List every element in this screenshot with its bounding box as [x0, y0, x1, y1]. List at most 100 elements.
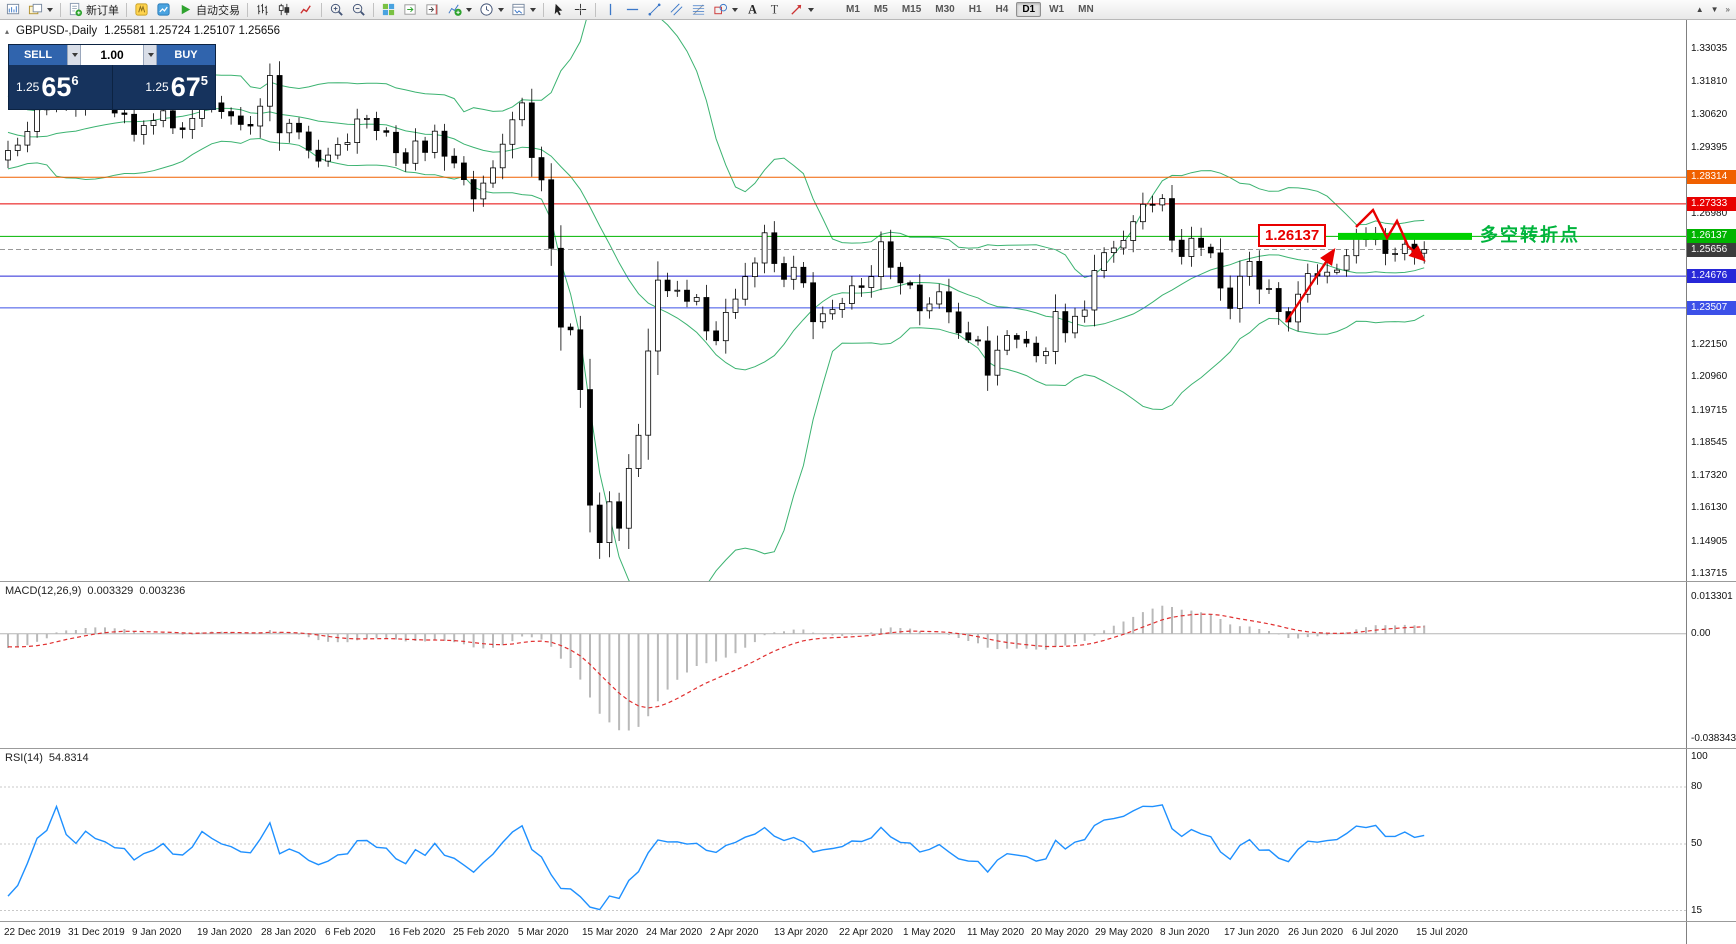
price-scale-label: 1.13715 — [1691, 568, 1728, 579]
rsi-value: 54.8314 — [48, 752, 89, 764]
sell-header[interactable]: SELL — [9, 45, 67, 65]
channel-button[interactable] — [666, 1, 687, 19]
svg-text:T: T — [771, 3, 779, 17]
profiles-button[interactable] — [25, 1, 56, 19]
macd-header: MACD(12,26,9) 0.003329 0.003236 — [5, 585, 185, 597]
cursor-button[interactable] — [548, 1, 569, 19]
chart-shift-button[interactable] — [422, 1, 443, 19]
time-scale-label: 26 Jun 2020 — [1288, 927, 1344, 938]
time-scale-label: 1 May 2020 — [903, 927, 956, 938]
bar-chart-button[interactable] — [252, 1, 273, 19]
auto-scroll-button[interactable] — [400, 1, 421, 19]
tile-windows-icon — [381, 2, 396, 17]
periods-button[interactable] — [476, 1, 507, 19]
toolbar-separator — [247, 2, 248, 17]
sell-button[interactable]: 1.25 65 6 — [9, 65, 112, 109]
line-chart-icon — [299, 2, 314, 17]
buy-button[interactable]: 1.25 67 5 — [111, 65, 216, 109]
market-watch-button[interactable] — [153, 1, 174, 19]
macd-scale-label: 0.013301 — [1691, 591, 1733, 602]
timeframe-m1[interactable]: M1 — [846, 4, 860, 15]
pivot-note-text[interactable]: 多空转折点 — [1480, 225, 1580, 245]
time-scale-label: 16 Feb 2020 — [389, 927, 446, 938]
toolbar-overflow-button[interactable]: » — [1723, 1, 1733, 19]
line-chart-button[interactable] — [296, 1, 317, 19]
rsi-scale-label: 80 — [1691, 781, 1703, 792]
price-scale-label: 1.16130 — [1691, 502, 1728, 513]
price-scale-label: 1.31810 — [1691, 76, 1728, 87]
main-chart[interactable] — [0, 20, 1686, 581]
text-button[interactable]: A — [742, 1, 763, 19]
timeframe-w1[interactable]: W1 — [1049, 4, 1065, 15]
autotrading-label: 自动交易 — [196, 4, 240, 17]
chart-symbol-header: ▴ GBPUSD-,Daily 1.25581 1.25724 1.25107 … — [5, 25, 280, 37]
horizontal-line-button[interactable] — [622, 1, 643, 19]
timeframe-mn[interactable]: MN — [1078, 4, 1094, 15]
tile-windows-button[interactable] — [378, 1, 399, 19]
time-scale-label: 28 Jan 2020 — [261, 927, 317, 938]
new-chart-icon — [6, 2, 21, 17]
time-scale[interactable]: 22 Dec 2019 31 Dec 2019 9 Jan 2020 19 Jan 2… — [0, 922, 1686, 944]
buy-header[interactable]: BUY — [157, 45, 215, 65]
dropdown-caret-icon — [466, 7, 472, 12]
buy-price-pips: 67 — [170, 71, 201, 102]
templates-icon — [511, 2, 526, 17]
pivot-price-label[interactable]: 1.26137 — [1258, 224, 1327, 247]
time-scale-label: 6 Jul 2020 — [1352, 927, 1399, 938]
time-scale-label: 17 Jun 2020 — [1224, 927, 1280, 938]
panel-separator[interactable] — [0, 921, 1736, 922]
price-scale-label: 1.26980 — [1691, 208, 1728, 219]
macd-value-signal: 0.003236 — [139, 585, 186, 597]
toolbar-scroll-up-button[interactable]: ▲ — [1693, 1, 1707, 19]
volume-input[interactable] — [81, 45, 143, 65]
label-button[interactable]: T — [764, 1, 785, 19]
timeframe-m15[interactable]: M15 — [901, 4, 922, 15]
time-scale-label: 8 Jun 2020 — [1160, 927, 1210, 938]
dropdown-caret-icon — [732, 7, 738, 12]
autotrading-button[interactable]: 自动交易 — [175, 1, 243, 19]
volume-decrease-button[interactable] — [67, 45, 81, 65]
macd-name: MACD(12,26,9) — [5, 585, 82, 597]
label-icon: T — [767, 2, 782, 17]
time-scale-label: 15 Mar 2020 — [582, 927, 639, 938]
toolbar-scroll-down-button[interactable]: ▼ — [1708, 1, 1722, 19]
metaeditor-button[interactable] — [131, 1, 152, 19]
crosshair-button[interactable] — [570, 1, 591, 19]
timeframe-m5[interactable]: M5 — [873, 4, 888, 15]
panel-separator[interactable] — [0, 748, 1736, 749]
dropdown-caret-icon — [498, 7, 504, 12]
new-order-button[interactable]: 新订单 — [65, 1, 122, 19]
macd-value-main: 0.003329 — [87, 585, 134, 597]
rsi-panel[interactable] — [0, 749, 1686, 921]
fibonacci-button[interactable] — [688, 1, 709, 19]
new-chart-button[interactable] — [3, 1, 24, 19]
price-tag: 1.28314 — [1687, 170, 1736, 184]
vertical-line-button[interactable] — [600, 1, 621, 19]
add-indicator-button[interactable] — [444, 1, 475, 19]
cursor-icon — [551, 2, 566, 17]
toolbar: 新订单 自动交易 A T M1 M5 M15 M30 H1 H4 D1 W1 MN ▲ ▼ » — [0, 0, 1736, 20]
trendline-button[interactable] — [644, 1, 665, 19]
price-tag: 1.25656 — [1687, 243, 1736, 257]
crosshair-icon — [573, 2, 588, 17]
templates-button[interactable] — [508, 1, 539, 19]
timeframe-d1[interactable]: D1 — [1016, 2, 1042, 17]
arrow-tools-button[interactable] — [786, 1, 817, 19]
timeframe-h1[interactable]: H1 — [968, 4, 982, 15]
timeframe-h4[interactable]: H4 — [995, 4, 1009, 15]
time-scale-label: 20 May 2020 — [1031, 927, 1089, 938]
rsi-scale-label: 100 — [1691, 751, 1708, 762]
macd-scale-label: 0.00 — [1691, 628, 1711, 639]
price-scale[interactable]: 1.33035 1.31810 1.30620 1.29395 1.26980 1.221… — [1686, 20, 1736, 944]
trendline-icon — [647, 2, 662, 17]
zoom-out-button[interactable] — [348, 1, 369, 19]
timeframe-m30[interactable]: M30 — [935, 4, 955, 15]
macd-panel[interactable] — [0, 582, 1686, 748]
panel-separator[interactable] — [0, 581, 1736, 582]
zoom-in-button[interactable] — [326, 1, 347, 19]
time-scale-label: 31 Dec 2019 — [68, 927, 125, 938]
one-click-collapse-icon[interactable]: ▴ — [5, 27, 10, 36]
candlestick-chart-button[interactable] — [274, 1, 295, 19]
volume-increase-button[interactable] — [143, 45, 157, 65]
shapes-button[interactable] — [710, 1, 741, 19]
